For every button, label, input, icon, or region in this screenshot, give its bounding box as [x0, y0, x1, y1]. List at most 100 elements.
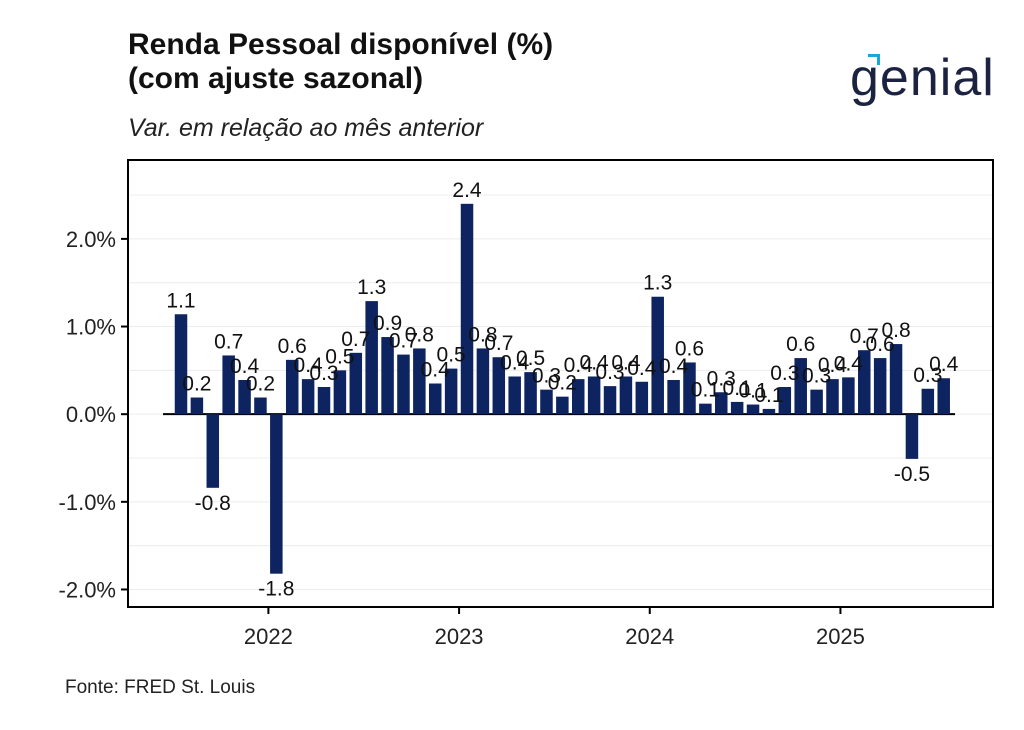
bar [270, 414, 283, 574]
bar [858, 350, 871, 415]
logo-accent-icon [868, 54, 880, 65]
bar [587, 376, 601, 415]
bar [333, 370, 347, 415]
data-label: 0.7 [389, 330, 418, 353]
data-label: 0.7 [484, 332, 513, 355]
data-label: 0.4 [294, 354, 324, 377]
data-label: 0.4 [230, 355, 260, 378]
y-tick-label: -2.0% [59, 577, 116, 602]
y-tick-label: 0.0% [66, 402, 116, 427]
data-label: 0.4 [818, 354, 848, 377]
data-label: 0.4 [834, 352, 864, 375]
bar [285, 359, 299, 415]
bar [842, 377, 855, 415]
data-label: 0.6 [866, 333, 895, 356]
bar [905, 414, 919, 459]
bar [190, 397, 204, 415]
data-label: 0.3 [309, 362, 338, 385]
data-label: 0.3 [770, 362, 799, 385]
data-label: 0.3 [707, 367, 736, 390]
bar [222, 355, 235, 415]
data-label: 0.6 [675, 337, 704, 360]
bar [572, 379, 585, 415]
data-label: 0.4 [611, 351, 641, 374]
bar [730, 401, 744, 415]
data-label: -0.8 [195, 492, 231, 515]
data-label: 1.3 [357, 276, 386, 299]
data-label: 0.2 [548, 372, 577, 395]
data-label: 0.4 [421, 359, 451, 382]
data-label: 2.4 [452, 179, 482, 202]
bar [826, 379, 839, 415]
bar [715, 392, 728, 415]
title-line-1: Renda Pessoal disponível (%) [128, 28, 554, 61]
bar [428, 383, 442, 415]
bar [476, 348, 490, 415]
data-label: -0.5 [894, 463, 930, 486]
data-label: 0.9 [373, 312, 402, 335]
data-label: 0.1 [738, 380, 767, 403]
bar [603, 386, 617, 415]
bar [635, 381, 649, 415]
data-label: 1.1 [166, 289, 195, 312]
data-label: 0.1 [754, 384, 783, 407]
data-label: 0.3 [595, 361, 624, 384]
y-tick-label: 1.0% [66, 315, 116, 340]
bar [651, 296, 664, 415]
data-label: 0.1 [691, 379, 720, 402]
data-label: 0.4 [500, 351, 530, 374]
data-label: 1.3 [643, 272, 672, 295]
data-label: 0.3 [913, 364, 942, 387]
chart-subtitle: Var. em relação ao mês anterior [128, 114, 484, 142]
data-label: 0.3 [532, 365, 561, 388]
data-label: 0.5 [325, 345, 354, 368]
bar [619, 376, 633, 415]
bar [524, 372, 537, 415]
plot-frame [127, 159, 994, 608]
bar [556, 396, 569, 415]
data-label: 0.8 [468, 323, 497, 346]
bar [889, 344, 903, 415]
bar [206, 414, 220, 488]
bars [174, 203, 950, 574]
bar [667, 379, 680, 415]
genial-logo: genial [850, 49, 995, 107]
data-label: 0.4 [580, 351, 610, 374]
bar [699, 403, 712, 415]
data-label: 0.7 [214, 330, 243, 353]
bar [254, 397, 267, 415]
data-label: 0.1 [723, 377, 752, 400]
y-tick-label: -1.0% [59, 490, 116, 515]
x-tick-label: 2022 [244, 624, 293, 649]
bar [683, 362, 696, 415]
bar [397, 354, 410, 415]
bar [540, 389, 553, 415]
data-label: 0.4 [627, 357, 657, 380]
x-tick-label: 2024 [625, 624, 674, 649]
data-label: 0.5 [437, 344, 466, 367]
bar [460, 203, 474, 415]
data-label: 0.5 [516, 347, 545, 370]
bar [794, 358, 807, 415]
bar [508, 376, 521, 415]
bar [365, 301, 378, 415]
data-label: 0.7 [341, 328, 370, 351]
x-tick-label: 2025 [816, 624, 865, 649]
data-label: 0.8 [405, 323, 434, 346]
x-tick-label: 2023 [435, 624, 484, 649]
bar [810, 389, 823, 415]
data-label: 0.6 [278, 335, 307, 358]
bar [746, 404, 760, 415]
data-label: 0.8 [881, 319, 910, 342]
data-label: 0.3 [802, 365, 831, 388]
bar [492, 357, 506, 415]
bar [873, 358, 887, 415]
bar [762, 408, 776, 415]
data-label: 0.4 [929, 353, 959, 376]
data-label: 0.7 [850, 325, 879, 348]
data-label: 0.2 [246, 373, 275, 396]
bar [301, 379, 315, 415]
data-label: 0.6 [786, 333, 815, 356]
data-label: -1.8 [258, 578, 294, 601]
